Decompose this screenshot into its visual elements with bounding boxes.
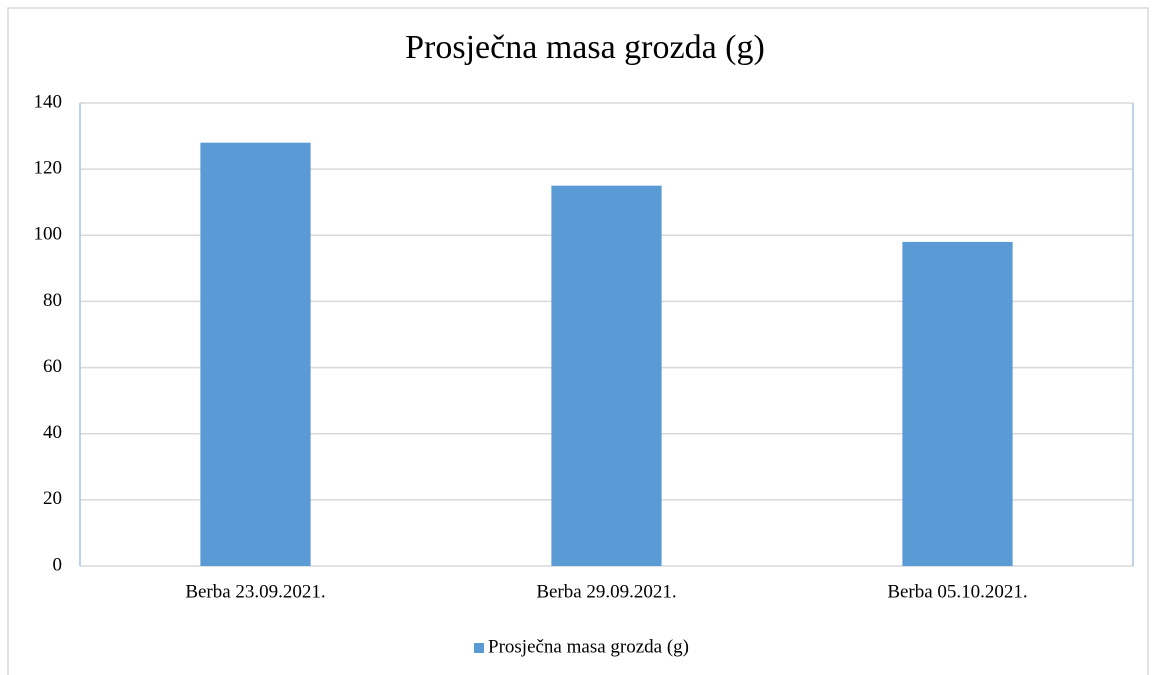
x-tick-label: Berba 23.09.2021.: [185, 581, 325, 602]
y-tick-label: 120: [34, 158, 63, 179]
legend-label: Prosječna masa grozda (g): [488, 636, 689, 657]
bar: [200, 142, 311, 566]
legend-swatch: [474, 643, 484, 653]
y-tick-label: 60: [43, 356, 62, 377]
bar: [902, 241, 1013, 566]
x-tick-label: Berba 05.10.2021.: [887, 581, 1027, 602]
y-tick-label: 20: [43, 488, 62, 509]
y-tick-label: 40: [43, 422, 62, 443]
y-tick-label: 80: [43, 290, 62, 311]
x-tick-label: Berba 29.09.2021.: [536, 581, 676, 602]
bar: [551, 185, 662, 566]
y-tick-label: 140: [34, 91, 63, 112]
chart-border: [7, 7, 1149, 675]
y-tick-label: 0: [53, 554, 63, 575]
chart-title: Prosječna masa grozda (g): [405, 29, 765, 66]
y-tick-label: 100: [34, 224, 63, 245]
